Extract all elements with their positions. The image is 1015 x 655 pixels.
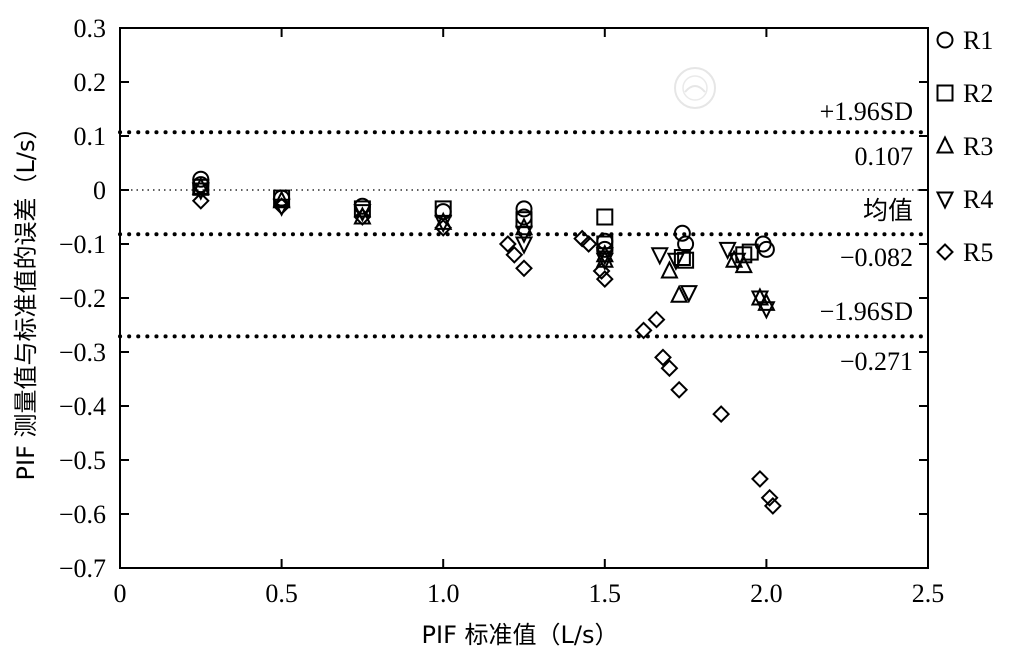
data-point-r4 (666, 252, 686, 271)
y-tick-label: −0.4 (59, 392, 106, 421)
y-tick-label: −0.1 (59, 230, 106, 259)
legend-item-r4: R4 (935, 185, 993, 214)
x-tick-label: 2.0 (750, 579, 783, 608)
legend-label: R1 (963, 26, 993, 55)
data-point-r4 (728, 252, 747, 271)
series-r3 (191, 176, 776, 311)
legend-marker-r4 (935, 191, 955, 210)
y-tick-label: 0 (93, 176, 106, 205)
legend-item-r1: R1 (936, 26, 993, 55)
x-tick-label: 1.5 (589, 579, 622, 608)
y-tick-label: −0.3 (59, 338, 106, 367)
data-point-r2 (353, 200, 371, 218)
data-point-r5 (515, 259, 533, 278)
data-point-r5 (505, 245, 524, 264)
legend-marker-r3 (935, 135, 955, 154)
data-point-r2 (673, 249, 691, 266)
x-axis-title: PIF 标准值（L/s） (422, 621, 619, 649)
data-point-r5 (763, 496, 782, 515)
upper-limit-label: +1.96SD (820, 97, 913, 126)
reference-lines (118, 130, 930, 339)
data-point-r5 (654, 348, 672, 367)
data-point-r4 (750, 290, 770, 309)
data-point-r5 (191, 191, 210, 210)
legend-marker-r5 (936, 243, 954, 261)
legend-item-r3: R3 (935, 132, 993, 161)
data-point-r4 (650, 247, 669, 266)
data-point-r4 (757, 301, 776, 320)
legend-marker-r1 (936, 31, 954, 49)
watermark-seal (674, 67, 716, 109)
data-point-r4 (595, 252, 614, 271)
data-point-r5 (751, 469, 769, 488)
mean-value: −0.082 (840, 243, 913, 272)
x-tick-label: 0.5 (265, 579, 298, 608)
data-point-r5 (712, 405, 731, 424)
data-point-r4 (514, 236, 534, 255)
legend-marker-r2 (936, 84, 954, 102)
lower-limit-label: −1.96SD (820, 297, 913, 326)
data-point-r3 (660, 260, 679, 279)
data-point-r2 (741, 243, 759, 261)
x-tick-label: 0 (114, 579, 127, 608)
data-point-r4 (595, 247, 614, 266)
data-point-r5 (670, 380, 689, 399)
y-tick-label: −0.2 (59, 284, 106, 313)
y-tick-label: −0.5 (59, 446, 106, 475)
data-point-r4 (718, 241, 737, 261)
data-point-r4 (679, 285, 698, 304)
x-tick-label: 1.0 (427, 579, 460, 608)
data-point-r5 (760, 488, 779, 507)
y-tick-label: −0.6 (59, 500, 106, 529)
y-tick-label: 0.3 (74, 14, 107, 43)
series-r5 (191, 191, 782, 515)
data-point-r2 (677, 251, 695, 269)
data-point-r3 (724, 249, 744, 268)
mean-label: 均值 (863, 196, 913, 225)
axis-ticks: 0 0.5 1.0 1.5 2.0 2.5 0.3 0.2 0.1 0 −0.1 −0.2 −0.3 −0… (59, 14, 944, 608)
reference-labels: +1.96SD 0.107 均值 −0.082 −1.96SD −0.271 (820, 97, 913, 376)
data-point-r5 (647, 310, 666, 329)
data-point-r5 (353, 208, 372, 226)
legend-label: R4 (963, 185, 993, 214)
data-point-r5 (579, 235, 598, 253)
data-point-r1 (515, 200, 533, 218)
data-point-r5 (434, 218, 453, 237)
legend-item-r5: R5 (936, 238, 993, 267)
data-point-r5 (498, 235, 517, 253)
y-tick-label: −0.7 (59, 554, 106, 583)
legend-label: R2 (963, 79, 993, 108)
x-tick-label: 2.5 (912, 579, 945, 608)
legend-item-r2: R2 (936, 79, 993, 108)
data-point-r5 (592, 262, 611, 280)
legend: R1 R2 R3 R4 R5 (935, 26, 993, 267)
data-point-r2 (596, 208, 614, 226)
data-point-r5 (272, 197, 291, 216)
legend-label: R3 (963, 132, 993, 161)
data-point-r5 (660, 359, 679, 378)
data-point-r1 (677, 235, 695, 253)
data-point-r4 (514, 225, 534, 244)
data-point-r5 (634, 321, 653, 340)
data-point-r1 (673, 224, 691, 242)
upper-limit-value: 0.107 (855, 142, 914, 171)
y-tick-label: 0.1 (74, 122, 107, 151)
data-point-r5 (595, 270, 614, 289)
data-point-r4 (191, 182, 210, 201)
y-tick-label: 0.2 (74, 68, 107, 97)
legend-label: R5 (963, 238, 993, 267)
plot-frame (119, 27, 929, 569)
lower-limit-value: −0.271 (840, 347, 913, 376)
data-point-r1 (757, 240, 775, 258)
data-point-r3 (670, 284, 689, 303)
data-points (191, 170, 782, 515)
y-axis-title: PIF 测量值与标准值的误差（L/s） (12, 116, 40, 481)
